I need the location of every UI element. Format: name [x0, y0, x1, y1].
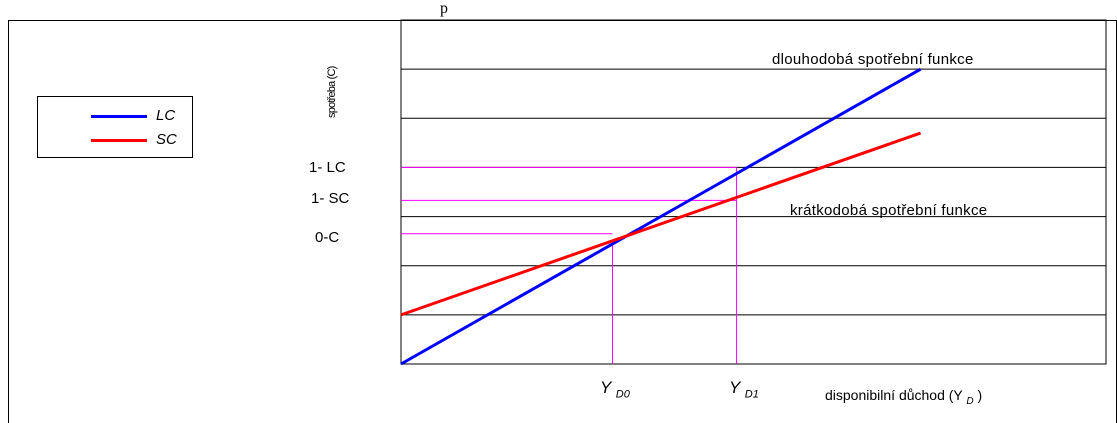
x-marker-label-d1: Y D1 — [729, 378, 759, 400]
top-text: p — [440, 0, 448, 17]
legend-item-sc: SC — [38, 129, 192, 151]
plot-area — [400, 19, 1107, 365]
legend: LC SC — [37, 96, 193, 158]
legend-swatch-lc — [91, 115, 147, 118]
x-marker-d1-main: Y — [729, 378, 741, 397]
series-line-sc — [400, 131, 922, 317]
legend-swatch-sc — [91, 139, 147, 142]
y-axis-label: spotřeba (C) — [326, 66, 338, 118]
x-axis-label: disponibilní důchod (Y D ) — [825, 387, 982, 407]
y-tick-label-sc: 1- SC — [311, 190, 350, 207]
y-tick-label-lc: 1- LC — [309, 159, 346, 176]
annotation-lc: dlouhodobá spotřební funkce — [772, 51, 974, 68]
x-axis-label-end: ) — [977, 387, 983, 403]
x-marker-label-d0: Y D0 — [600, 378, 630, 400]
x-axis-label-text: disponibilní důchod (Y — [825, 387, 963, 403]
x-marker-d0-main: Y — [600, 378, 612, 397]
x-axis-label-sub: D — [966, 395, 974, 407]
y-tick-label-c0: 0-C — [315, 229, 340, 246]
x-marker-d1-sub: D1 — [744, 388, 759, 401]
x-marker-d0-sub: D0 — [615, 388, 630, 401]
legend-label-sc: SC — [156, 131, 177, 148]
legend-label-lc: LC — [156, 107, 176, 124]
annotation-sc: krátkodobá spotřební funkce — [790, 202, 988, 219]
series-line-lc — [400, 67, 922, 366]
legend-item-lc: LC — [38, 105, 192, 127]
